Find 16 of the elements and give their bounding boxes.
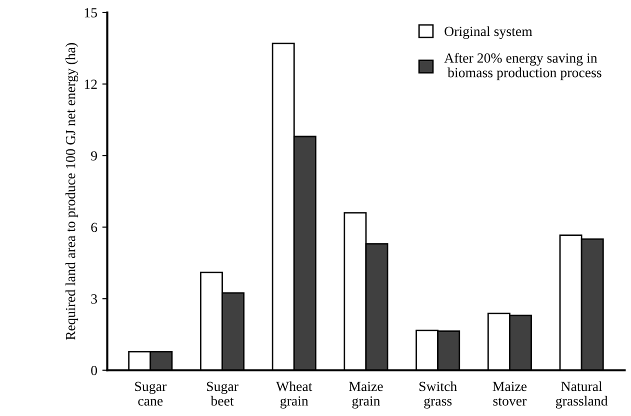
- x-tick-label: Maize grain: [349, 382, 383, 409]
- legend-label: After 20% energy saving in biomass production process: [444, 52, 602, 80]
- x-tick-label: Wheat grain: [276, 381, 312, 409]
- y-tick-label: 12: [84, 80, 97, 89]
- x-tick-label: Switch grass: [419, 381, 457, 409]
- x-tick-label: Natural grassland: [556, 381, 608, 409]
- y-axis-title: Required land area to produce 100 GJ net energy (ha): [65, 43, 78, 340]
- y-tick-label: 9: [91, 151, 97, 161]
- y-tick-label: 3: [91, 294, 98, 304]
- legend-label: Original system: [444, 26, 532, 39]
- y-tick-label: 6: [91, 222, 98, 232]
- x-tick-label: Sugar cane: [135, 382, 166, 406]
- x-tick-label: Maize stover: [492, 382, 527, 406]
- y-tick-label: 0: [91, 366, 98, 376]
- x-tick-label: Sugar beet: [206, 382, 238, 406]
- y-tick-label: 15: [84, 8, 98, 18]
